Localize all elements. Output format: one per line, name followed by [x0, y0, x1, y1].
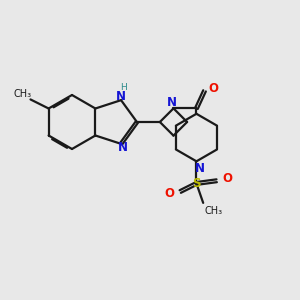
Text: H: H	[120, 83, 126, 92]
Text: N: N	[116, 90, 126, 103]
Text: S: S	[192, 177, 201, 190]
Text: CH₃: CH₃	[14, 89, 32, 99]
Text: CH₃: CH₃	[204, 206, 222, 216]
Text: N: N	[194, 162, 204, 175]
Text: O: O	[223, 172, 233, 185]
Text: O: O	[164, 187, 174, 200]
Text: O: O	[208, 82, 218, 95]
Text: N: N	[118, 141, 128, 154]
Text: N: N	[167, 96, 176, 109]
